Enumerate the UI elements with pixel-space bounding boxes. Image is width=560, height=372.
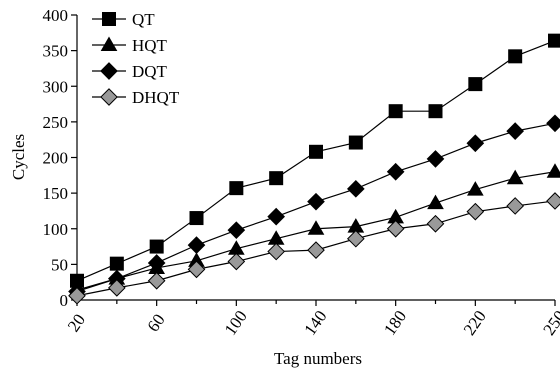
data-point-qt bbox=[109, 256, 124, 271]
data-point-qt bbox=[269, 171, 284, 186]
data-point-qt bbox=[468, 77, 483, 92]
y-tick-label: 150 bbox=[43, 184, 69, 203]
legend-item-qt: QT bbox=[92, 10, 155, 29]
data-point-qt bbox=[149, 239, 164, 254]
x-tick-label: 100 bbox=[221, 307, 251, 339]
x-tick-label: 60 bbox=[144, 310, 169, 335]
data-point-dhqt bbox=[426, 214, 445, 233]
y-tick-label: 0 bbox=[60, 291, 69, 310]
data-point-dqt bbox=[466, 134, 485, 153]
x-tick-label: 140 bbox=[300, 307, 330, 339]
data-point-dqt bbox=[307, 192, 325, 211]
legend-item-hqt: HQT bbox=[92, 36, 168, 55]
data-point-dhqt bbox=[347, 229, 365, 248]
data-point-dhqt bbox=[267, 242, 285, 261]
data-point-dqt bbox=[147, 254, 166, 272]
data-point-qt bbox=[348, 135, 363, 150]
x-tick-label: 180 bbox=[380, 307, 410, 339]
data-point-dqt bbox=[426, 150, 445, 168]
data-point-dqt bbox=[546, 114, 560, 133]
data-point-dhqt bbox=[386, 219, 405, 238]
series-qt bbox=[70, 33, 560, 288]
data-point-dqt bbox=[267, 207, 285, 226]
y-tick-label: 50 bbox=[51, 255, 68, 274]
legend-label: HQT bbox=[132, 36, 168, 55]
legend-label: QT bbox=[132, 10, 155, 29]
data-point-qt bbox=[309, 144, 323, 159]
data-point-dhqt bbox=[307, 241, 325, 259]
legend-marker bbox=[100, 62, 118, 80]
data-point-hqt bbox=[546, 163, 560, 178]
legend-item-dhqt: DHQT bbox=[92, 88, 180, 107]
legend-label: DQT bbox=[132, 62, 168, 81]
data-point-hqt bbox=[466, 181, 484, 196]
data-point-dqt bbox=[227, 221, 246, 240]
data-point-hqt bbox=[427, 194, 444, 210]
y-tick-label: 350 bbox=[43, 42, 69, 61]
data-point-dqt bbox=[187, 236, 206, 254]
legend-label: DHQT bbox=[132, 88, 180, 107]
series-dhqt bbox=[68, 192, 560, 305]
data-point-qt bbox=[548, 33, 560, 48]
legend-marker bbox=[102, 12, 116, 26]
data-point-dqt bbox=[506, 122, 524, 140]
data-point-qt bbox=[229, 181, 244, 196]
data-point-qt bbox=[388, 104, 403, 119]
y-tick-label: 100 bbox=[43, 220, 69, 239]
y-tick-label: 400 bbox=[43, 6, 69, 25]
data-point-hqt bbox=[307, 220, 325, 235]
data-point-dhqt bbox=[187, 260, 206, 279]
data-point-qt bbox=[428, 104, 443, 119]
x-tick-label: 250 bbox=[539, 307, 560, 339]
x-tick-label: 220 bbox=[460, 307, 490, 339]
data-point-dhqt bbox=[108, 279, 126, 297]
data-point-dqt bbox=[347, 180, 365, 198]
data-point-dhqt bbox=[147, 271, 166, 290]
x-tick-label: 20 bbox=[64, 310, 89, 335]
data-point-hqt bbox=[506, 169, 524, 185]
data-point-dqt bbox=[386, 162, 405, 181]
series-dqt bbox=[68, 114, 560, 301]
data-point-dhqt bbox=[466, 202, 485, 221]
data-point-dhqt bbox=[68, 286, 86, 305]
legend-item-dqt: DQT bbox=[92, 62, 168, 81]
data-point-dhqt bbox=[227, 252, 246, 271]
y-tick-label: 300 bbox=[43, 77, 69, 96]
series-hqt bbox=[68, 163, 560, 297]
series-group bbox=[68, 33, 560, 305]
data-point-dhqt bbox=[506, 197, 524, 215]
data-point-dhqt bbox=[546, 192, 560, 210]
y-axis-title: Cycles bbox=[9, 134, 28, 180]
x-axis-title: Tag numbers bbox=[274, 349, 362, 368]
legend-marker bbox=[100, 88, 118, 106]
data-point-qt bbox=[508, 49, 523, 64]
legend: QT HQT DQT DHQT bbox=[92, 10, 180, 107]
data-point-qt bbox=[189, 211, 204, 226]
y-tick-label: 200 bbox=[43, 149, 69, 168]
y-tick-label: 250 bbox=[43, 113, 69, 132]
legend-marker bbox=[100, 36, 118, 52]
